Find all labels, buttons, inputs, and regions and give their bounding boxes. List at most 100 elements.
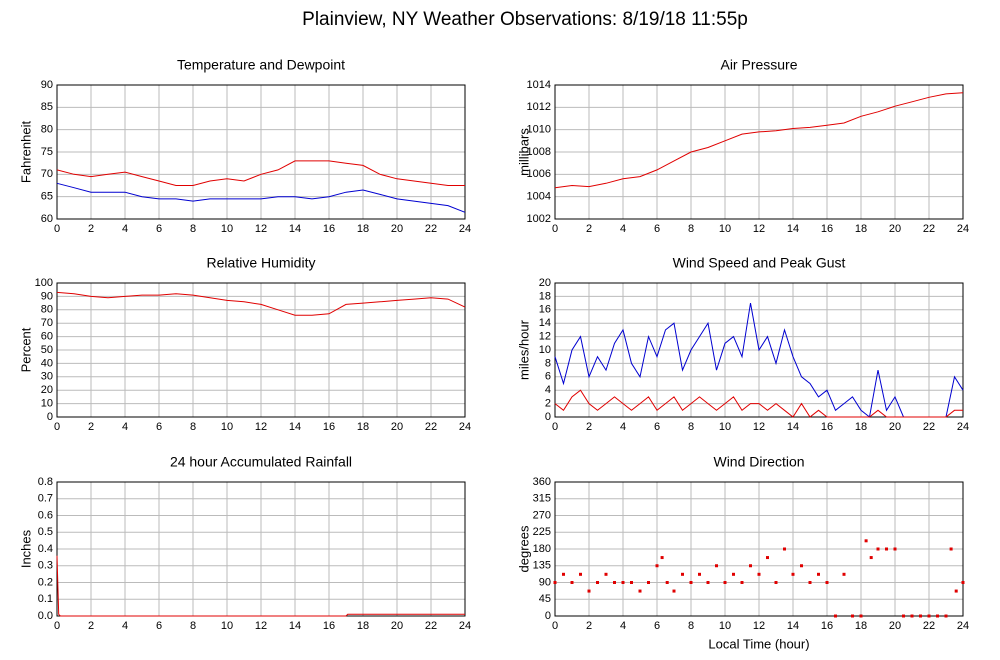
data-point [570,581,574,584]
data-point [961,581,965,584]
data-line [554,303,964,418]
plot-frame [56,84,466,220]
y-tick-label: 0 [47,411,53,423]
y-tick-label: 45 [539,593,551,605]
data-point [808,581,812,584]
x-tick-label: 6 [654,223,660,235]
y-tick-label: 0 [545,610,551,622]
data-point [876,547,880,551]
y-tick-label: 70 [41,317,53,329]
panel-title: Wind Direction [713,454,804,470]
x-tick-label: 10 [221,421,233,433]
x-tick-label: 16 [821,620,833,632]
y-tick-label: 315 [533,493,551,505]
data-point [562,572,565,576]
x-tick-label: 24 [459,421,471,433]
y-tick-label: 1002 [527,213,551,225]
x-tick-label: 20 [391,421,403,433]
y-tick-label: 10 [41,398,53,410]
y-tick-label: 0.5 [38,526,53,538]
x-tick-label: 12 [753,223,765,235]
y-tick-label: 180 [533,543,551,555]
y-tick-label: 0.2 [38,576,53,588]
x-tick-label: 4 [122,421,128,433]
y-tick-label: 2 [545,398,551,410]
x-tick-label: 0 [552,223,558,235]
x-tick-label: 18 [855,421,867,433]
x-tick-label: 0 [54,223,60,235]
data-point [936,614,939,618]
x-tick-label: 10 [221,620,233,632]
y-axis-label: degrees [516,525,531,572]
x-tick-label: 10 [719,223,731,235]
x-tick-label: 4 [122,620,128,632]
y-axis-label: miles/hour [516,319,531,380]
x-tick-label: 2 [88,620,94,632]
x-tick-label: 6 [654,421,660,433]
data-point [647,581,650,584]
x-tick-label: 16 [323,421,335,433]
data-line [56,160,465,186]
y-tick-label: 60 [41,213,53,225]
y-tick-label: 1006 [527,168,551,180]
y-tick-label: 135 [533,560,551,572]
y-tick-label: 80 [41,304,53,316]
y-tick-label: 12 [539,331,551,343]
x-tick-label: 14 [289,421,301,433]
y-tick-label: 30 [41,371,53,383]
y-tick-label: 100 [35,277,53,289]
plot-frame [554,481,964,617]
x-tick-label: 10 [719,421,731,433]
x-tick-label: 14 [289,223,301,235]
x-tick-label: 22 [923,620,935,632]
data-point [869,556,873,560]
data-point [757,572,761,576]
x-tick-label: 18 [357,421,369,433]
x-tick-label: 24 [957,223,969,235]
data-point [766,556,769,560]
data-point [706,581,710,584]
y-tick-label: 60 [41,331,53,343]
panel-title: Air Pressure [720,57,797,73]
data-point [621,581,625,584]
y-tick-label: 1004 [527,191,551,203]
x-tick-label: 22 [923,421,935,433]
x-tick-label: 16 [323,620,335,632]
y-tick-label: 1012 [527,101,551,113]
x-tick-label: 0 [552,620,558,632]
x-tick-label: 16 [821,223,833,235]
x-tick-label: 20 [889,223,901,235]
y-tick-label: 270 [533,509,551,521]
x-tick-label: 0 [54,620,60,632]
y-axis-label: Fahrenheit [18,121,33,184]
data-point [949,547,953,551]
y-tick-label: 20 [539,277,551,289]
y-tick-label: 90 [41,79,53,91]
x-tick-label: 14 [787,421,799,433]
data-point [749,564,752,568]
y-tick-label: 360 [533,476,551,488]
y-tick-label: 0.0 [38,610,53,622]
data-point [665,581,669,584]
data-point [681,572,684,576]
y-tick-label: 16 [539,304,551,316]
x-tick-label: 2 [586,223,592,235]
x-tick-label: 18 [357,223,369,235]
x-tick-label: 10 [221,223,233,235]
data-point [842,572,846,576]
data-point [817,572,820,576]
x-tick-label: 22 [425,223,437,235]
x-tick-label: 6 [654,620,660,632]
y-axis-label: millibars [516,128,531,176]
y-tick-label: 70 [41,168,53,180]
data-point [723,581,727,584]
data-point [596,581,599,584]
y-axis-label: Percent [18,327,33,372]
x-tick-label: 8 [190,223,196,235]
y-axis-label: Inches [18,529,33,568]
y-tick-label: 8 [545,357,551,369]
y-tick-label: 225 [533,526,551,538]
y-tick-label: 1010 [527,124,551,136]
y-tick-label: 0.8 [38,476,53,488]
x-tick-label: 14 [787,620,799,632]
